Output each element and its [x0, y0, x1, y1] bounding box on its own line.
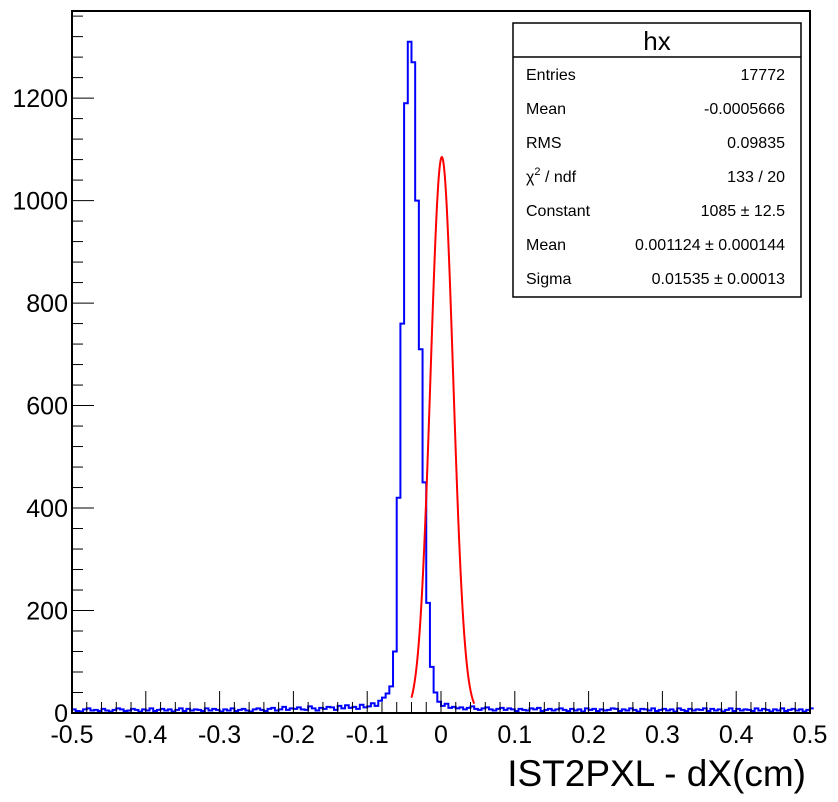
y-tick-label: 1200	[12, 85, 68, 113]
stats-row-value: 0.001124 ± 0.000144	[635, 237, 785, 254]
y-tick-label: 1000	[12, 188, 68, 216]
y-axis: 0 200 400 600 800 1000 1200	[12, 15, 94, 728]
x-tick-label: 0	[434, 721, 448, 749]
stats-row-value: 17772	[741, 67, 786, 84]
stats-row-label: Mean	[526, 237, 566, 254]
x-tick-label: 0.1	[497, 721, 532, 749]
x-tick-label: -0.3	[198, 721, 241, 749]
y-tick-label: 800	[26, 290, 68, 318]
y-tick-label: 400	[26, 495, 68, 523]
stats-row-value: -0.0005666	[704, 101, 785, 118]
stats-row-value: 0.09835	[727, 135, 785, 152]
x-tick-label: -0.5	[50, 721, 93, 749]
gaussian-fit-line	[410, 155, 476, 705]
stats-rows: Entries 17772 Mean -0.0005666 RMS 0.09835 χ2 /…	[526, 67, 785, 288]
stats-row-value: 1085 ± 12.5	[701, 203, 786, 220]
y-tick-label: 600	[26, 393, 68, 421]
y-tick-label: 200	[26, 598, 68, 626]
x-tick-label: 0.4	[719, 721, 754, 749]
fit-layer	[410, 155, 476, 705]
x-tick-label: 0.2	[571, 721, 606, 749]
y-tick-label: 0	[54, 700, 68, 728]
x-tick-label: -0.2	[272, 721, 315, 749]
stats-box-frame	[512, 22, 802, 298]
stats-row-label: χ2 / ndf	[526, 166, 577, 186]
stats-row-label: Sigma	[526, 271, 571, 288]
stats-row-value: 0.01535 ± 0.00013	[652, 271, 785, 288]
stats-box-title: hx	[643, 26, 670, 56]
stats-row-label: Constant	[526, 203, 591, 220]
x-tick-label: -0.4	[124, 721, 167, 749]
stats-row-label: RMS	[526, 135, 562, 152]
x-axis: -0.5 -0.4 -0.3 -0.2 -0.1 0 0.1 0.2 0.3 0.4 0.5	[50, 691, 827, 749]
x-tick-label: -0.1	[346, 721, 389, 749]
x-axis-title: IST2PXL - dX(cm)	[507, 753, 806, 794]
stats-box: hx Entries 17772 Mean -0.0005666 RMS 0.09835 χ…	[512, 22, 802, 298]
stats-row-label: Mean	[526, 101, 566, 118]
stats-row-label: Entries	[526, 67, 576, 84]
x-tick-label: 0.5	[793, 721, 828, 749]
stats-row-value: 133 / 20	[727, 169, 785, 186]
x-tick-label: 0.3	[645, 721, 680, 749]
